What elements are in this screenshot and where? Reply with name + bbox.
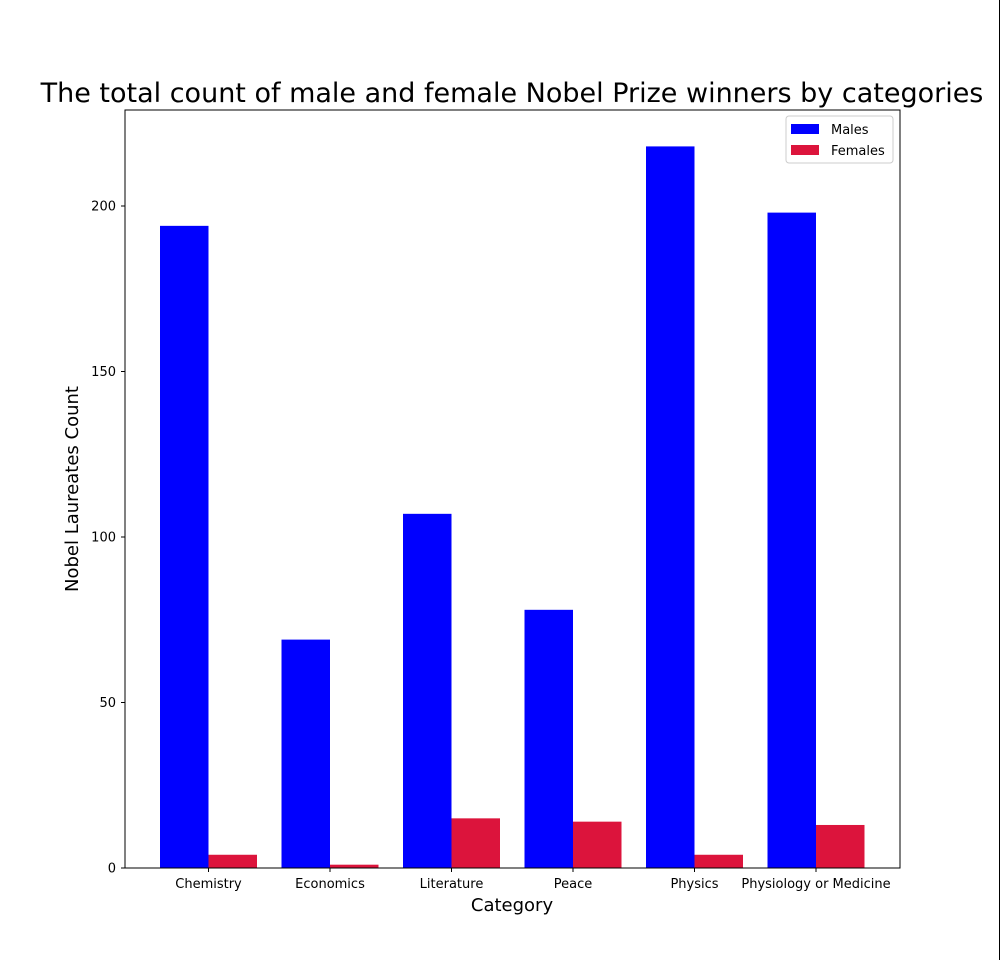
legend-swatch-females (791, 145, 819, 155)
bar-females-chemistry (208, 854, 257, 868)
bar-females-literature (451, 818, 500, 868)
y-tick-label: 150 (91, 365, 116, 380)
bar-males-economics (281, 639, 330, 868)
bar-females-peace (573, 821, 622, 868)
legend: Males Females (785, 115, 894, 164)
bar-males-chemistry (160, 225, 209, 868)
x-tick-label: Physics (670, 877, 718, 892)
x-tick-label: Economics (295, 877, 365, 892)
chart-title: The total count of male and female Nobel… (40, 78, 984, 109)
y-tick-label: 0 (108, 862, 116, 877)
bar-males-literature (403, 513, 452, 868)
window-edge-line (999, 0, 1000, 960)
x-axis-label: Category (471, 895, 554, 916)
x-tick-label: Peace (554, 877, 593, 892)
y-axis-label: Nobel Laureates Count (62, 386, 83, 592)
legend-label-males: Males (831, 123, 869, 138)
legend-swatch-males (791, 124, 819, 134)
bar-females-physiology-or-medicine (816, 824, 865, 868)
x-tick-label: Physiology or Medicine (741, 877, 890, 892)
y-tick-label: 50 (99, 696, 116, 711)
x-tick-label: Literature (420, 877, 484, 892)
bar-males-peace (524, 609, 573, 868)
bar-females-physics (694, 854, 743, 868)
bar-females-economics (330, 864, 379, 868)
legend-label-females: Females (831, 144, 885, 159)
bars-layer (160, 146, 865, 869)
x-ticks-layer: Chemistry Economics Literature Peace Physics… (175, 868, 891, 892)
y-ticks-layer: 0 50 100 150 200 (91, 199, 125, 877)
bar-males-physiology-or-medicine (767, 212, 816, 869)
plot-frame (124, 109, 901, 869)
y-tick-label: 100 (91, 530, 116, 545)
x-tick-label: Chemistry (175, 877, 242, 892)
y-tick-label: 200 (91, 199, 116, 214)
bar-males-physics (646, 146, 695, 869)
